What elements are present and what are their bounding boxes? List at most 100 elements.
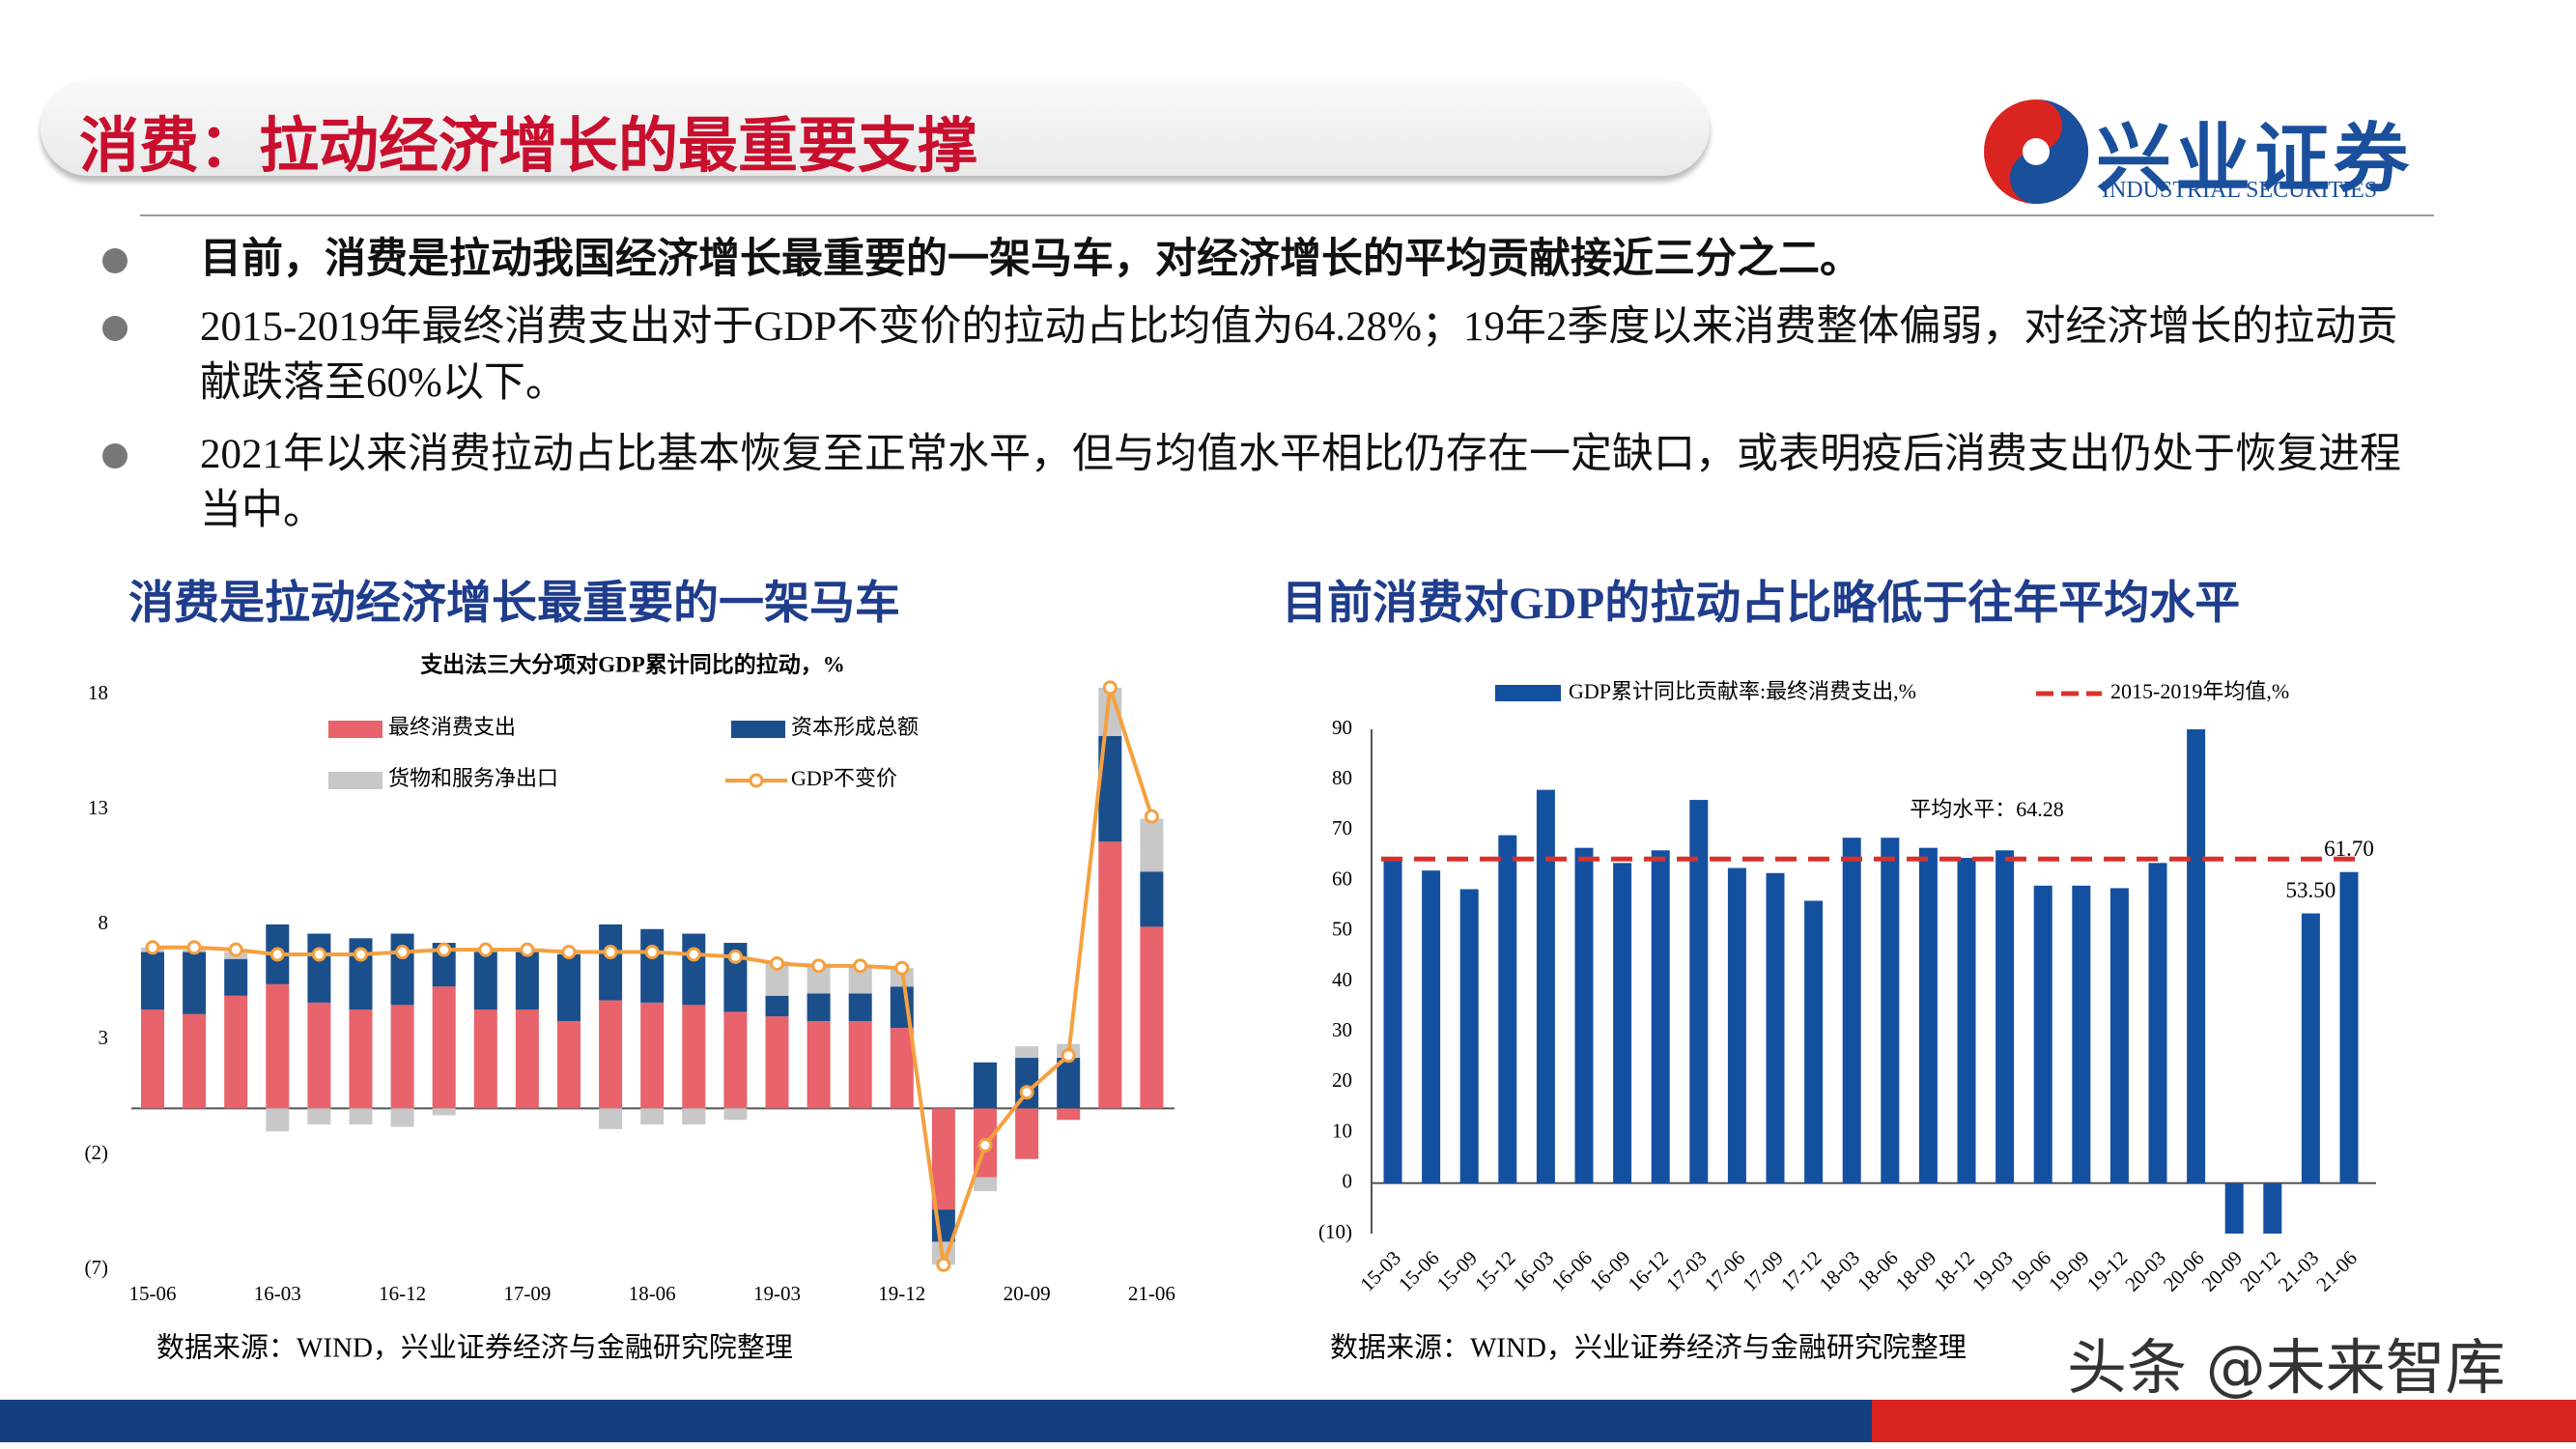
bullet-text: 目前，消费是拉动我国经济增长最重要的一架马车，对经济增长的平均贡献接近三分之二。: [200, 237, 1861, 282]
line-marker: [311, 947, 326, 962]
bar: [931, 1108, 955, 1210]
watermark: 头条 @未来智库: [2067, 1332, 2505, 1403]
chart-title: 支出法三大分项对GDP累计同比的拉动，%: [419, 651, 845, 676]
line-marker: [395, 945, 410, 960]
bar: [2187, 729, 2206, 1183]
line-marker: [686, 947, 701, 962]
line-marker: [437, 942, 452, 957]
bar: [183, 952, 207, 1014]
y-tick-label: 0: [1343, 1170, 1353, 1193]
bar: [1996, 850, 2015, 1183]
bar: [1574, 847, 1594, 1183]
bar: [307, 1108, 331, 1125]
line-marker: [894, 960, 910, 976]
bullet-dot: [102, 316, 127, 341]
bar: [349, 1108, 373, 1125]
y-tick-label: (10): [1318, 1220, 1352, 1243]
bar: [2072, 885, 2091, 1183]
bar: [1727, 867, 1746, 1183]
y-tick-label: 20: [1332, 1068, 1352, 1092]
bar: [266, 1108, 290, 1132]
bullet-dot: [102, 443, 127, 469]
bar: [432, 986, 456, 1109]
bar: [1383, 860, 1402, 1183]
bar: [1957, 858, 1976, 1183]
x-tick-label: 21-06: [2311, 1246, 2362, 1296]
slide-title: 消费：拉动经济增长的最重要支撑: [79, 114, 978, 180]
logo-subtitle: INDUSTRIAL SECURITIES: [2102, 178, 2378, 203]
legend-label: 资本形成总额: [791, 715, 919, 739]
y-tick-label: 70: [1332, 816, 1352, 839]
bullet-text: 2015-2019年最终消费支出对于GDP不变价的拉动占比均值为64.28%；1…: [200, 304, 2398, 406]
bar: [1498, 835, 1517, 1183]
bar: [390, 1108, 414, 1127]
legend-swatch: [328, 721, 382, 738]
y-tick-label: 80: [1332, 766, 1352, 789]
bar: [807, 993, 831, 1021]
line-marker: [186, 940, 202, 955]
line-marker: [1102, 680, 1118, 696]
line-marker: [269, 947, 285, 962]
bar: [2224, 1182, 2244, 1234]
bar: [723, 1011, 748, 1109]
bar: [848, 993, 872, 1021]
bar: [765, 995, 789, 1017]
bar: [390, 933, 414, 1006]
bar: [599, 924, 623, 1001]
bar: [1651, 850, 1670, 1183]
bar: [349, 1009, 373, 1109]
legend-marker: [749, 773, 764, 788]
bullet-dot: [102, 248, 127, 273]
bar: [2109, 888, 2129, 1183]
line-marker: [853, 958, 868, 974]
x-tick-label: 18-12: [1929, 1246, 1979, 1296]
bar: [224, 958, 248, 996]
x-tick-label: 20-12: [2235, 1246, 2285, 1296]
bar: [974, 1177, 997, 1192]
x-tick-label: 15-06: [129, 1282, 177, 1305]
x-tick-label: 19-03: [753, 1282, 801, 1305]
chart-heading: 消费是拉动经济增长最重要的一架马车: [128, 579, 900, 629]
bar: [723, 1108, 748, 1121]
bullet-text: 2021年以来消费拉动占比基本恢复至正常水平，但与均值水平相比仍存在一定缺口，或…: [200, 432, 2401, 533]
source-note: 数据来源：WIND，兴业证券经济与金融研究院整理: [1330, 1332, 1967, 1364]
y-tick-label: 8: [99, 911, 109, 934]
header-bar: [41, 79, 1710, 176]
line-marker: [1061, 1048, 1076, 1064]
line-marker: [1144, 809, 1159, 824]
x-tick-label: 20-09: [1004, 1282, 1051, 1305]
value-label: 53.50: [2286, 878, 2336, 902]
bar: [640, 1002, 665, 1109]
bar: [1842, 838, 1861, 1183]
x-tick-label: 19-12: [878, 1282, 925, 1305]
bar: [640, 928, 665, 1003]
source-note: 数据来源：WIND，兴业证券经济与金融研究院整理: [156, 1332, 793, 1364]
legend-label: 2015-2019年均值,%: [2110, 679, 2289, 703]
x-tick-label: 17-03: [1661, 1246, 1712, 1296]
y-tick-label: 18: [88, 681, 108, 704]
bar: [1613, 863, 1632, 1183]
bar: [557, 953, 580, 1021]
footer-accent: [1872, 1400, 2576, 1442]
bar: [1015, 1108, 1039, 1159]
legend-label: GDP累计同比贡献率:最终消费支出,%: [1569, 679, 1916, 703]
bar: [473, 952, 497, 1010]
bar: [2263, 1182, 2282, 1234]
legend-swatch: [328, 772, 382, 789]
bar: [1057, 1108, 1081, 1121]
y-tick-label: (7): [85, 1256, 109, 1279]
bar: [2148, 863, 2167, 1183]
bar: [890, 1028, 914, 1109]
x-tick-label: 16-03: [1509, 1246, 1559, 1296]
line-marker: [977, 1137, 993, 1152]
bar: [1804, 900, 1824, 1183]
bar: [1098, 841, 1122, 1109]
x-tick-label: 19-09: [2044, 1246, 2094, 1296]
bar: [224, 995, 248, 1109]
x-tick-label: 16-12: [1624, 1246, 1674, 1296]
line-marker: [603, 945, 618, 960]
line-marker: [727, 949, 743, 964]
bar: [1015, 1046, 1039, 1059]
bar: [1140, 818, 1164, 872]
